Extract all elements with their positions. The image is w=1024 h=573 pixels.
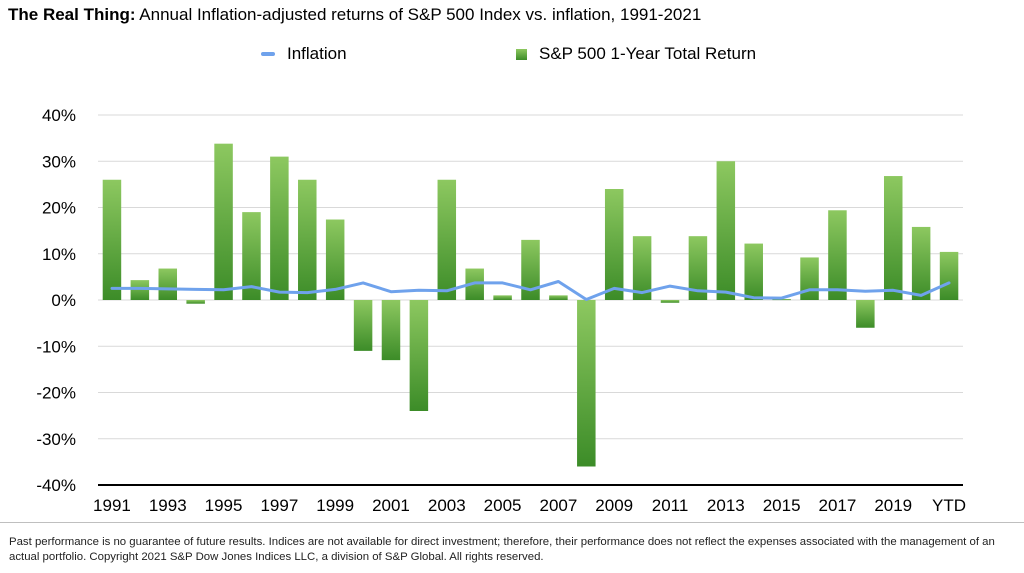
y-tick-label: 20%	[42, 199, 76, 218]
bars	[102, 143, 959, 467]
bar-2018	[856, 300, 875, 328]
y-tick-label: -40%	[36, 476, 76, 495]
x-tick-label: 2001	[372, 496, 410, 515]
x-tick-label: 2019	[874, 496, 912, 515]
legend-item-inflation: Inflation	[261, 44, 347, 64]
bar-1991	[102, 179, 122, 300]
bar-2010	[632, 236, 652, 300]
bar-2002	[409, 300, 429, 411]
y-tick-label: 40%	[42, 106, 76, 125]
legend-label-inflation: Inflation	[287, 44, 347, 63]
y-tick-label: 30%	[42, 152, 76, 171]
bar-2003	[437, 179, 457, 300]
bar-1996	[242, 212, 261, 300]
bar-YTD	[939, 251, 959, 300]
x-tick-label: YTD	[932, 496, 966, 515]
y-tick-label: -30%	[36, 430, 76, 449]
bar-1999	[325, 219, 345, 300]
inflation-line-layer	[110, 280, 951, 301]
bar-2014	[744, 243, 763, 300]
bar-2009	[604, 189, 624, 300]
chart-plot: 40%30%20%10%0%-10%-20%-30%-40% 1991 1993 1…	[36, 106, 966, 515]
x-tick-label: 1997	[260, 496, 298, 515]
bar-2013	[716, 161, 736, 300]
y-tick-label: 0%	[51, 291, 76, 310]
bar-1997	[270, 156, 289, 300]
x-tick-label: 2015	[763, 496, 801, 515]
x-tick-label: 2009	[595, 496, 633, 515]
x-tick-label: 1993	[149, 496, 187, 515]
legend-item-sp500: S&P 500 1-Year Total Return	[516, 44, 756, 64]
x-axis-tick-labels: 1991 1993 1995 1997 1999 2001 2003 2005 2007 2009…	[93, 496, 966, 515]
x-tick-label: 2011	[652, 496, 689, 515]
legend-label-sp500: S&P 500 1-Year Total Return	[539, 44, 757, 63]
bar-2020	[911, 226, 931, 300]
bar-2000	[353, 300, 373, 351]
bar-2019	[883, 176, 903, 300]
bar-2008	[577, 300, 596, 467]
legend-line-swatch	[261, 52, 275, 56]
bar-1993	[158, 268, 178, 300]
x-tick-label: 2013	[707, 496, 745, 515]
bar-2012	[688, 236, 708, 300]
chart-title-rest: Annual Inflation-adjusted returns of S&P…	[135, 5, 702, 24]
bar-2001	[381, 300, 401, 361]
chart-title-bold: The Real Thing:	[8, 5, 136, 24]
legend-bar-swatch	[516, 48, 527, 60]
x-tick-label: 1991	[93, 496, 131, 515]
y-tick-label: -10%	[36, 337, 76, 356]
bar-1998	[298, 179, 317, 300]
bar-2007	[549, 295, 568, 300]
bar-2016	[800, 257, 819, 300]
footer-divider	[0, 522, 1024, 523]
y-tick-label: -20%	[36, 384, 76, 403]
x-tick-label: 2017	[819, 496, 857, 515]
y-tick-label: 10%	[42, 245, 76, 264]
bar-2011	[660, 300, 680, 303]
legend: Inflation S&P 500 1-Year Total Return	[0, 44, 1024, 66]
x-tick-label: 1999	[316, 496, 354, 515]
bar-2005	[493, 295, 512, 300]
chart-title: The Real Thing: Annual Inflation-adjuste…	[8, 5, 701, 25]
bar-2006	[521, 239, 540, 300]
x-tick-label: 2007	[539, 496, 577, 515]
bar-1995	[214, 143, 233, 300]
gridlines	[98, 114, 963, 440]
x-tick-label: 1995	[205, 496, 243, 515]
y-axis-tick-labels: 40% 30% 20% 10% 0% -10% -20% -30% -40%	[36, 106, 76, 495]
x-tick-label: 2005	[484, 496, 522, 515]
inflation-line	[110, 280, 951, 301]
footnote: Past performance is no guarantee of futu…	[9, 536, 995, 563]
x-tick-label: 2003	[428, 496, 466, 515]
bar-1994	[186, 300, 205, 304]
bar-1992	[130, 280, 150, 300]
bar-2017	[828, 210, 847, 300]
